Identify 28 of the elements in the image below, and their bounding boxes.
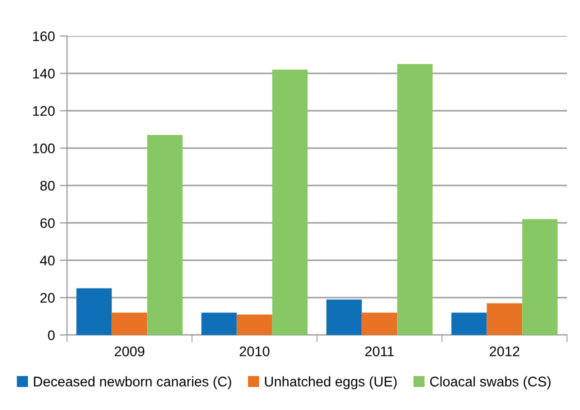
- bar: [147, 135, 183, 335]
- bar: [397, 64, 433, 335]
- bar: [112, 312, 148, 335]
- y-tick-label: 0: [48, 330, 55, 340]
- x-tick-label: 2012: [490, 346, 520, 356]
- y-tick-label: 140: [33, 68, 55, 79]
- bar: [326, 299, 362, 335]
- bar: [486, 303, 522, 335]
- y-tick-label: 60: [40, 218, 55, 228]
- bar: [272, 70, 308, 335]
- y-tick-label: 40: [40, 256, 55, 266]
- y-tick-label: 120: [33, 106, 55, 116]
- x-tick-label: 2011: [365, 346, 394, 356]
- bar: [236, 314, 272, 335]
- x-tick-label: 2010: [240, 346, 270, 356]
- bar: [522, 219, 558, 335]
- bar: [201, 312, 237, 335]
- bar: [451, 312, 487, 335]
- y-tick-label: 20: [40, 292, 55, 303]
- y-tick-label: 160: [33, 31, 55, 42]
- legend-label: Cloacal swabs (CS): [430, 376, 551, 390]
- legend-label: Unhatched eggs (UE): [265, 376, 397, 390]
- bar: [362, 312, 398, 335]
- y-tick-label: 80: [40, 180, 55, 191]
- legend-label: Deceased newborn canaries (C): [34, 376, 232, 390]
- bar: [76, 288, 112, 335]
- y-tick-label: 100: [33, 143, 55, 154]
- x-tick-label: 2009: [114, 346, 144, 356]
